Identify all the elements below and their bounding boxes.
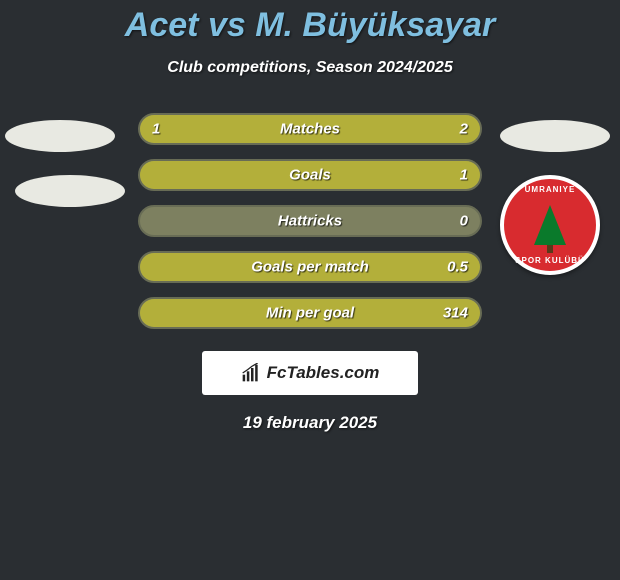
bar-label: Goals per match	[251, 259, 369, 276]
left-silhouette-1	[5, 120, 115, 152]
date-text: 19 february 2025	[0, 413, 620, 433]
bar-right-value: 2	[460, 121, 468, 138]
left-silhouette-2	[15, 175, 125, 207]
bar-right-value: 1	[460, 167, 468, 184]
stat-bar-min-per-goal: Min per goal 314	[138, 297, 482, 329]
watermark: FcTables.com	[202, 351, 418, 395]
badge-bottom-text: SPOR KULÜBÜ	[515, 256, 585, 265]
watermark-text: FcTables.com	[267, 363, 380, 383]
bar-label: Matches	[280, 121, 340, 138]
club-badge: UMRANIYE SPOR KULÜBÜ	[500, 175, 600, 275]
badge-top-text: UMRANIYE	[525, 185, 576, 194]
page-title: Acet vs M. Büyüksayar	[0, 0, 620, 45]
subtitle: Club competitions, Season 2024/2025	[0, 59, 620, 77]
bar-right-value: 0.5	[447, 259, 468, 276]
chart-icon	[241, 363, 261, 383]
bar-label: Goals	[289, 167, 331, 184]
bar-right-value: 0	[460, 213, 468, 230]
bar-left-value: 1	[152, 121, 160, 138]
badge-tree-icon	[534, 205, 566, 245]
bar-label: Hattricks	[278, 213, 342, 230]
right-silhouette	[500, 120, 610, 152]
bar-label: Min per goal	[266, 305, 354, 322]
stat-bars-container: 1 Matches 2 Goals 1 Hattricks 0 Goals per match…	[138, 113, 482, 329]
bar-right-value: 314	[443, 305, 468, 322]
stat-bar-hattricks: Hattricks 0	[138, 205, 482, 237]
stat-bar-goals: Goals 1	[138, 159, 482, 191]
stat-bar-goals-per-match: Goals per match 0.5	[138, 251, 482, 283]
stat-bar-matches: 1 Matches 2	[138, 113, 482, 145]
